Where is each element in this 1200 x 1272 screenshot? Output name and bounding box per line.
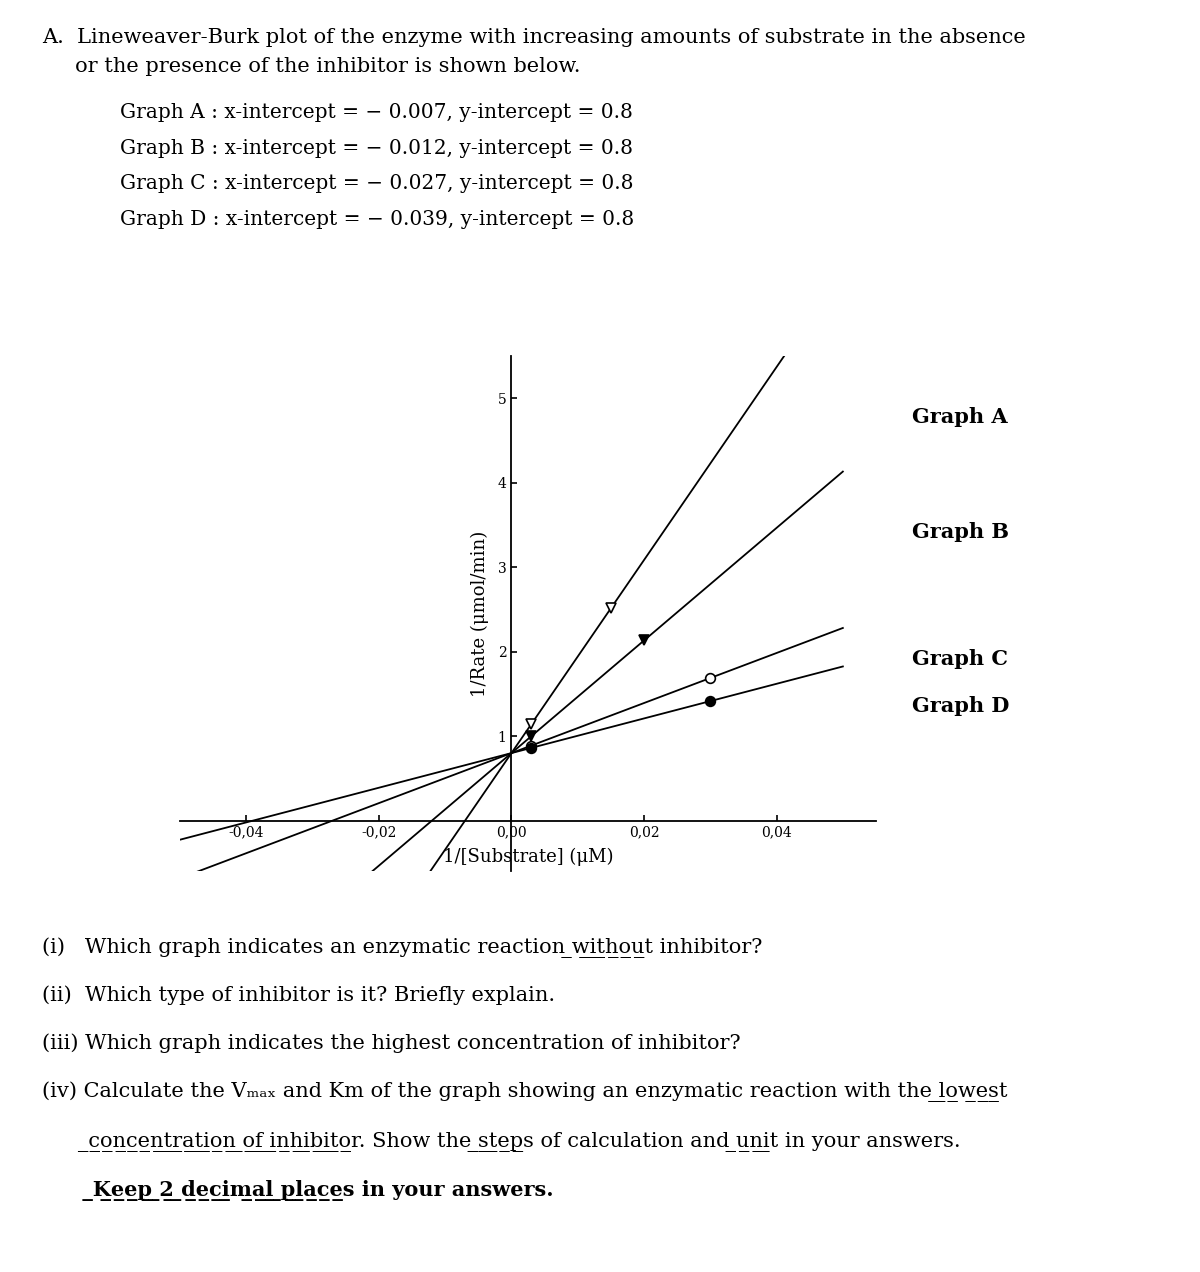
Text: Graph D : x-intercept = − 0.039, y-intercept = 0.8: Graph D : x-intercept = − 0.039, y-inter…: [120, 210, 635, 229]
Text: (iv) Calculate the Vₘₐₓ and Km of the graph showing an enzymatic reaction with t: (iv) Calculate the Vₘₐₓ and Km of the gr…: [42, 1081, 1008, 1102]
Text: (i)   Which graph indicates an enzymatic reaction ̲w̲i̲t̲h̲o̲u̲t inhibitor?: (i) Which graph indicates an enzymatic r…: [42, 937, 762, 958]
Text: (iii) Which graph indicates the highest concentration of inhibitor?: (iii) Which graph indicates the highest …: [42, 1033, 740, 1052]
Text: Graph D: Graph D: [912, 696, 1009, 716]
Text: ̲K̲e̲e̲p̲ ̲2̲ ̲d̲e̲c̲i̲m̲a̲l̲ ̲p̲l̲a̲c̲e̲s in your answers.: ̲K̲e̲e̲p̲ ̲2̲ ̲d̲e̲c̲i̲m̲a̲l̲ ̲p̲l̲a̲c̲e…: [42, 1180, 553, 1202]
X-axis label: 1/[Substrate] (μM): 1/[Substrate] (μM): [443, 848, 613, 866]
Y-axis label: 1/Rate (μmol/min): 1/Rate (μmol/min): [472, 530, 490, 697]
Text: Graph A : x-intercept = − 0.007, y-intercept = 0.8: Graph A : x-intercept = − 0.007, y-inter…: [120, 103, 632, 122]
Text: Graph C : x-intercept = − 0.027, y-intercept = 0.8: Graph C : x-intercept = − 0.027, y-inter…: [120, 174, 634, 193]
Text: (ii)  Which type of inhibitor is it? Briefly explain.: (ii) Which type of inhibitor is it? Brie…: [42, 986, 556, 1005]
Text: Graph A: Graph A: [912, 407, 1008, 427]
Text: Graph B: Graph B: [912, 522, 1009, 542]
Text: Graph B : x-intercept = − 0.012, y-intercept = 0.8: Graph B : x-intercept = − 0.012, y-inter…: [120, 139, 634, 158]
Text: ̲c̲o̲n̲c̲e̲n̲t̲r̲a̲t̲i̲o̲n̲ ̲o̲f̲ ̲i̲n̲h̲i̲b̲i̲t̲o̲r. Show the ̲s̲t̲e̲p̲s of cal: ̲c̲o̲n̲c̲e̲n̲t̲r̲a̲t̲i̲o̲n̲ ̲o̲f̲ ̲i̲n̲h…: [42, 1132, 961, 1152]
Text: or the presence of the inhibitor is shown below.: or the presence of the inhibitor is show…: [42, 57, 581, 76]
Text: A.  Lineweaver-Burk plot of the enzyme with increasing amounts of substrate in t: A. Lineweaver-Burk plot of the enzyme wi…: [42, 28, 1026, 47]
Text: Graph C: Graph C: [912, 649, 1008, 669]
